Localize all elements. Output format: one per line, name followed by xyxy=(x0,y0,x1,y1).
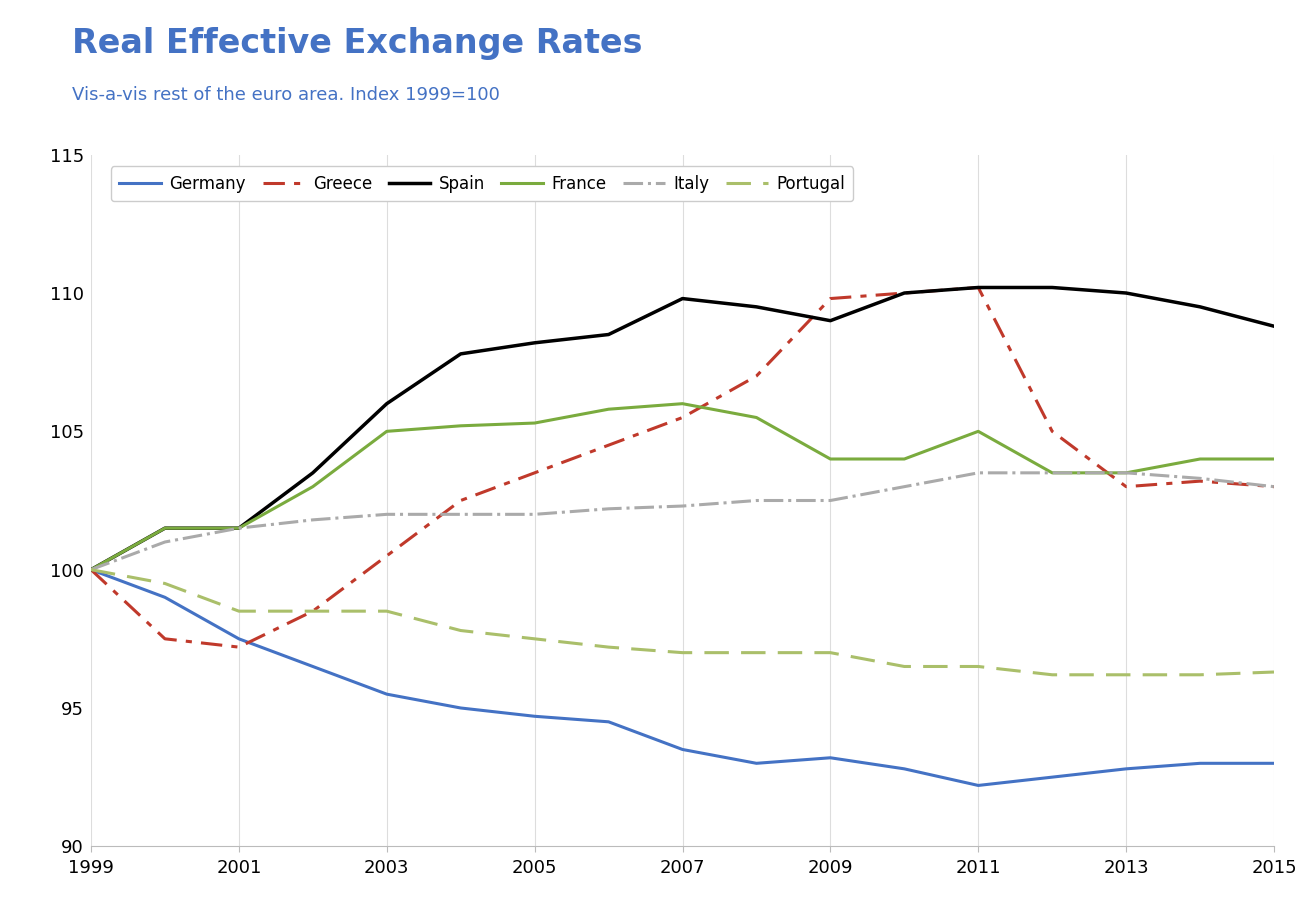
Text: Vis-a-vis rest of the euro area. Index 1999=100: Vis-a-vis rest of the euro area. Index 1… xyxy=(72,86,499,105)
Legend: Germany, Greece, Spain, France, Italy, Portugal: Germany, Greece, Spain, France, Italy, P… xyxy=(112,167,853,201)
Text: Real Effective Exchange Rates: Real Effective Exchange Rates xyxy=(72,27,642,60)
